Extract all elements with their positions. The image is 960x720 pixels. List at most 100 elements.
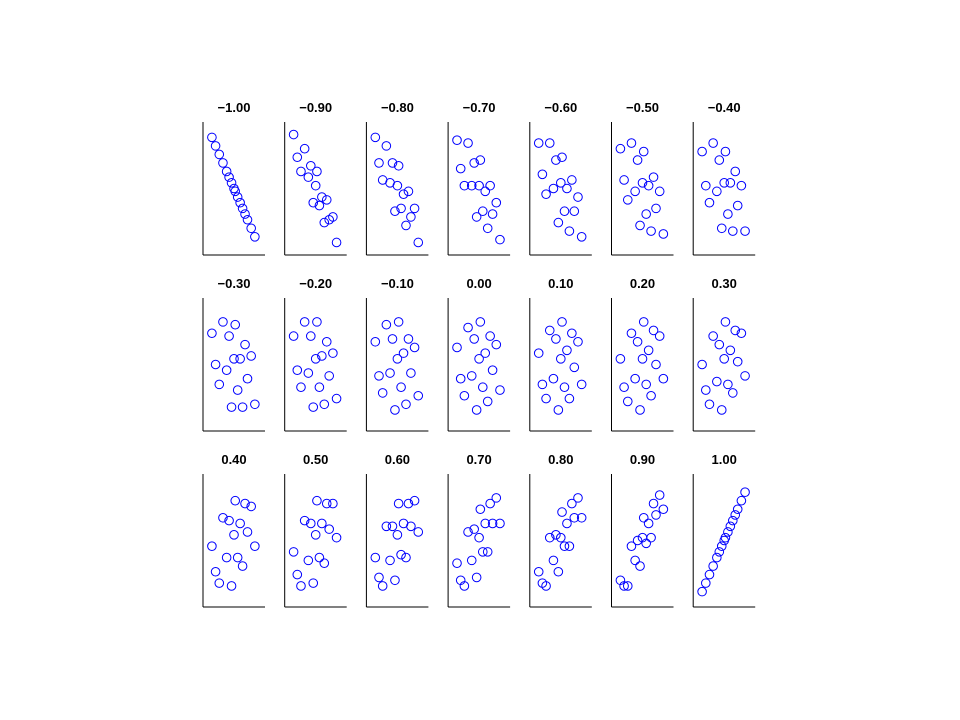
scatter-point bbox=[658, 373, 669, 384]
scatter-point bbox=[541, 393, 551, 404]
scatter-point bbox=[626, 138, 637, 148]
scatter-point bbox=[299, 317, 310, 327]
scatter-point bbox=[646, 390, 656, 401]
scatter-point bbox=[314, 200, 325, 211]
scatter-point bbox=[381, 141, 392, 151]
scatter-point bbox=[232, 385, 243, 395]
scatter-point bbox=[390, 206, 400, 217]
scatter-point bbox=[567, 175, 577, 185]
scatter-point bbox=[242, 214, 253, 225]
panel-title: 0.90 bbox=[630, 452, 655, 467]
scatter-point bbox=[328, 348, 338, 358]
scatter-point bbox=[557, 152, 567, 163]
scatter-point bbox=[452, 135, 462, 146]
scatter-point bbox=[716, 405, 727, 415]
scatter-point bbox=[393, 160, 404, 171]
panel-title: 1.00 bbox=[712, 452, 737, 467]
scatter-point bbox=[469, 158, 479, 168]
panel-title: −0.70 bbox=[463, 100, 496, 115]
scatter-point bbox=[317, 518, 327, 529]
scatter-point bbox=[292, 569, 303, 580]
scatter-point bbox=[727, 515, 738, 526]
scatter-point bbox=[704, 399, 715, 410]
scatter-point bbox=[381, 521, 392, 532]
scatter-point bbox=[319, 217, 330, 228]
scatter-point bbox=[218, 317, 228, 327]
scatter-point bbox=[214, 379, 225, 390]
scatter-point bbox=[643, 518, 654, 529]
scatter-point bbox=[533, 566, 544, 577]
scatter-point bbox=[308, 578, 319, 588]
scatter-point bbox=[562, 345, 572, 356]
scatter-point bbox=[321, 498, 332, 509]
scatter-point bbox=[619, 382, 629, 393]
scatter-point bbox=[562, 518, 572, 529]
panel-title: 0.00 bbox=[466, 276, 491, 291]
scatter-point bbox=[250, 231, 260, 242]
scatter-point bbox=[654, 186, 665, 197]
scatter-point bbox=[720, 532, 731, 543]
scatter-point bbox=[303, 368, 314, 378]
panel-title: 0.10 bbox=[548, 276, 573, 291]
scatter-point bbox=[387, 334, 398, 344]
scatter-point bbox=[559, 206, 570, 217]
panel-title: −0.20 bbox=[299, 276, 332, 291]
scatter-point bbox=[576, 379, 587, 390]
scatter-point bbox=[230, 319, 241, 330]
scatter-point bbox=[475, 155, 486, 165]
scatter-point bbox=[564, 226, 575, 236]
panel-title: 0.80 bbox=[548, 452, 573, 467]
scatter-point bbox=[725, 521, 736, 532]
scatter-point bbox=[559, 541, 570, 551]
scatter-point bbox=[401, 399, 411, 410]
scatter-point bbox=[230, 186, 241, 197]
scatter-point bbox=[485, 180, 495, 191]
scatter-point bbox=[288, 547, 299, 557]
scatter-point bbox=[643, 180, 654, 191]
scatter-point bbox=[487, 365, 498, 375]
scatter-point bbox=[491, 493, 502, 503]
scatter-point bbox=[409, 495, 420, 506]
scatter-point bbox=[317, 351, 327, 361]
scatter-point bbox=[573, 192, 583, 202]
scatter-point bbox=[387, 521, 398, 532]
scatter-point bbox=[475, 317, 486, 327]
scatter-point bbox=[398, 348, 409, 358]
scatter-point bbox=[452, 342, 462, 353]
scatter-point bbox=[495, 385, 505, 395]
scatter-point bbox=[377, 581, 388, 591]
scatter-point bbox=[403, 186, 414, 197]
scatter-point bbox=[630, 373, 640, 384]
scatter-point bbox=[406, 368, 416, 378]
scatter-point bbox=[406, 212, 416, 222]
scatter-point bbox=[730, 325, 741, 336]
scatter-point bbox=[312, 317, 322, 327]
scatter-point bbox=[482, 396, 493, 407]
scatter-point bbox=[312, 166, 322, 177]
scatter-point bbox=[396, 549, 406, 560]
scatter-point bbox=[732, 356, 743, 367]
scatter-point bbox=[312, 495, 322, 506]
scatter-point bbox=[615, 143, 626, 154]
scatter-point bbox=[246, 351, 256, 361]
scatter-point bbox=[314, 552, 325, 563]
scatter-point bbox=[409, 342, 420, 353]
scatter-point bbox=[646, 226, 656, 236]
scatter-point bbox=[482, 223, 493, 234]
scatter-point bbox=[635, 405, 645, 415]
scatter-point bbox=[544, 138, 555, 148]
scatter-point bbox=[226, 581, 237, 591]
scatter-point bbox=[331, 532, 342, 543]
scatter-point bbox=[544, 325, 555, 336]
scatter-point bbox=[638, 512, 649, 523]
scatter-point bbox=[393, 498, 404, 509]
scatter-point bbox=[714, 339, 725, 350]
scatter-point bbox=[708, 331, 718, 341]
scatter-point bbox=[654, 331, 665, 341]
scatter-point bbox=[732, 200, 743, 211]
panel-title: −0.10 bbox=[381, 276, 414, 291]
scatter-point bbox=[370, 132, 381, 143]
panel-title: 0.40 bbox=[221, 452, 246, 467]
scatter-point bbox=[321, 336, 332, 347]
